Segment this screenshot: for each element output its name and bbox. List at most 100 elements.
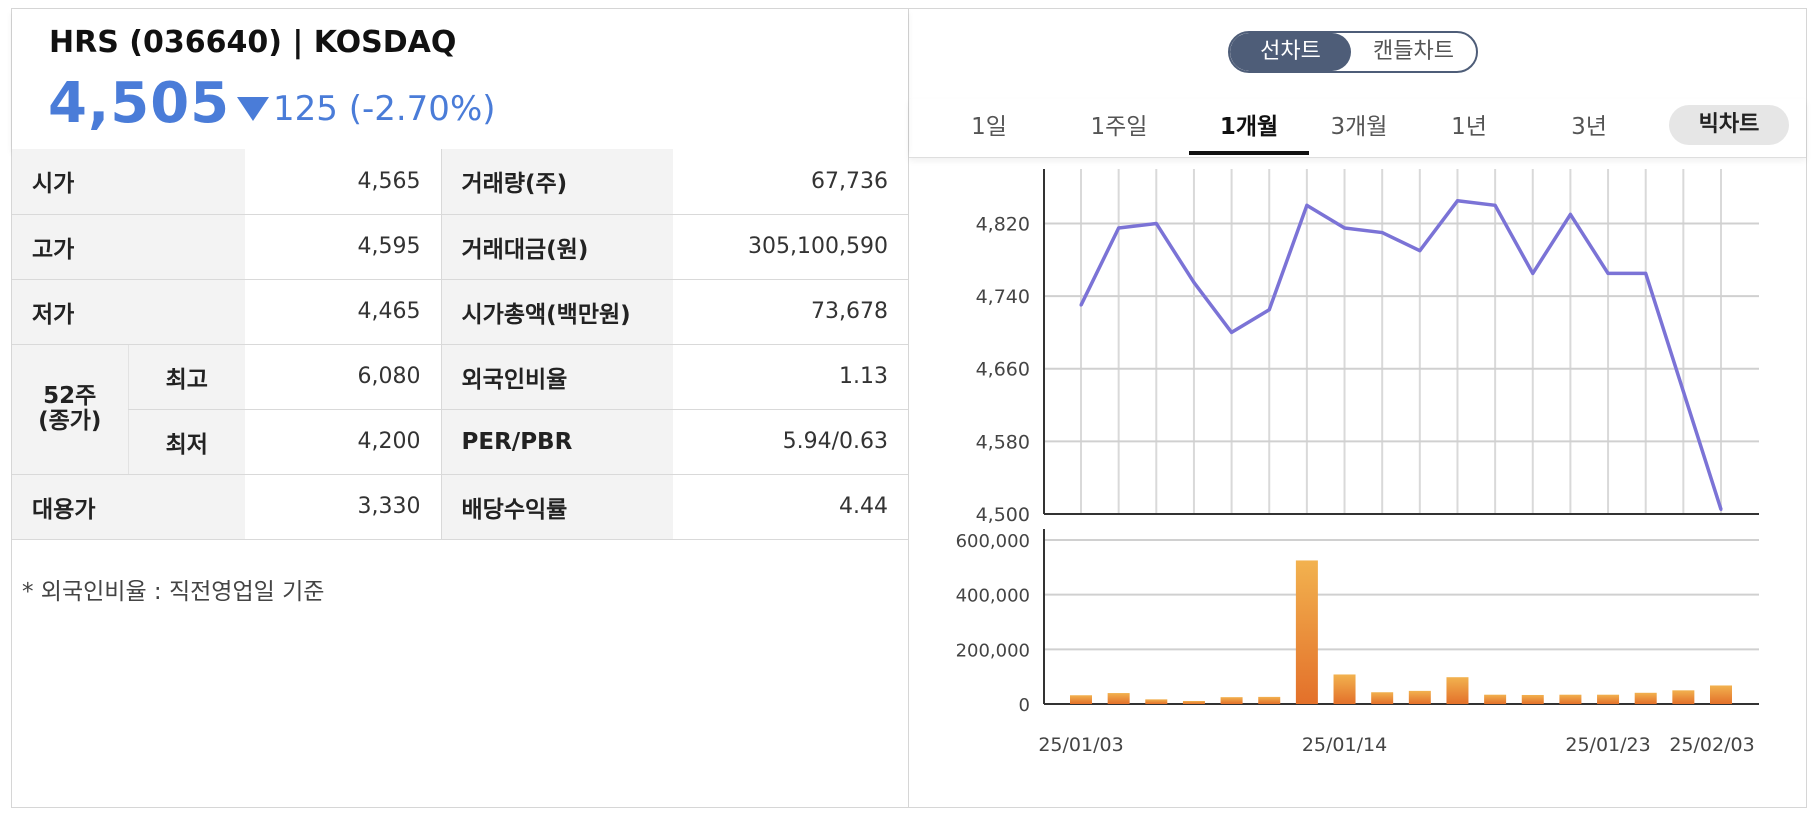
- volume-bar: [1408, 690, 1431, 704]
- volume-bar: [1333, 674, 1356, 704]
- price-point: [1644, 271, 1648, 275]
- stock-title: HRS (036640) | KOSDAQ: [49, 25, 457, 60]
- volume-bar: [1070, 695, 1092, 704]
- line-chart-button[interactable]: 선차트: [1230, 33, 1351, 71]
- volume-bar: [1371, 692, 1394, 704]
- volume-bar: [1220, 697, 1243, 704]
- current-price: 4,505: [48, 71, 231, 136]
- table-row: 저가 4,465 시가총액(백만원) 73,678: [12, 279, 909, 345]
- price-point: [1418, 249, 1422, 253]
- stock-header: HRS (036640) | KOSDAQ 4,505 125 (-2.70%): [12, 9, 908, 149]
- quote-table: 시가 4,565 거래량(주) 67,736 고가 4,595 거래대금(원) …: [12, 149, 909, 540]
- stock-info-panel: HRS (036640) | KOSDAQ 4,505 125 (-2.70%)…: [12, 9, 909, 807]
- price-y-tick-label: 4,580: [976, 431, 1030, 453]
- value-52week-high: 6,080: [245, 344, 442, 410]
- price-point: [1455, 199, 1459, 203]
- volume-bar: [1672, 690, 1695, 704]
- chart-type-toggle: 선차트 캔들차트: [1228, 31, 1478, 73]
- price-point: [1531, 271, 1535, 275]
- price-point: [1493, 203, 1497, 207]
- value-dividend-yield: 4.44: [673, 474, 909, 540]
- chart-panel: 선차트 캔들차트 1일 1주일 1개월 3개월 1년 3년 빅차트 4,500 4…: [909, 9, 1806, 807]
- value-volume: 67,736: [673, 149, 909, 215]
- price-y-tick-label: 4,740: [976, 286, 1030, 308]
- label-substitute-price: 대용가: [12, 474, 246, 540]
- label-market-cap: 시가총액(백만원): [440, 279, 674, 345]
- volume-bar: [1521, 694, 1544, 704]
- price-point: [1568, 212, 1572, 216]
- volume-bar: [1145, 699, 1168, 704]
- stock-widget: HRS (036640) | KOSDAQ 4,505 125 (-2.70%)…: [11, 8, 1807, 808]
- price-point: [1079, 303, 1083, 307]
- price-point: [1606, 271, 1610, 275]
- price-point: [1230, 330, 1234, 334]
- value-low: 4,465: [245, 279, 442, 345]
- label-trade-amount: 거래대금(원): [440, 214, 674, 280]
- volume-y-tick-label: 200,000: [956, 640, 1030, 661]
- date-tick-label: 25/02/03: [1669, 734, 1754, 756]
- tab-3year[interactable]: 3년: [1571, 114, 1607, 140]
- label-high: 고가: [12, 214, 246, 280]
- table-row: 대용가 3,330 배당수익률 4.44: [12, 474, 909, 540]
- label-52week: 52주 (종가): [12, 344, 128, 475]
- price-y-tick-label: 4,500: [976, 504, 1030, 526]
- volume-bar: [1484, 694, 1507, 704]
- volume-y-tick-label: 600,000: [956, 531, 1030, 552]
- price-point: [1305, 203, 1309, 207]
- value-high: 4,595: [245, 214, 442, 280]
- label-low: 저가: [12, 279, 246, 345]
- price-point: [1117, 226, 1121, 230]
- period-tabs: 1일 1주일 1개월 3개월 1년 3년 빅차트: [909, 99, 1806, 158]
- price-y-tick-label: 4,660: [976, 359, 1030, 381]
- tab-1year[interactable]: 1년: [1451, 114, 1487, 140]
- tab-3month[interactable]: 3개월: [1330, 114, 1388, 140]
- value-market-cap: 73,678: [673, 279, 909, 345]
- volume-bar: [1597, 694, 1620, 704]
- value-substitute-price: 3,330: [245, 474, 442, 540]
- volume-y-tick-label: 0: [1019, 695, 1030, 716]
- down-triangle-icon: [237, 96, 269, 121]
- table-row: 52주 (종가) 최고 6,080 외국인비율 1.13: [12, 344, 909, 475]
- price-point: [1380, 231, 1384, 235]
- volume-bar: [1182, 700, 1205, 704]
- label-foreign-ratio: 외국인비율: [440, 344, 674, 410]
- price-point: [1343, 226, 1347, 230]
- volume-bar: [1634, 692, 1657, 704]
- tab-1week[interactable]: 1주일: [1090, 114, 1148, 140]
- label-52week-line2: (종가): [38, 408, 102, 434]
- price-change: 125 (-2.70%): [237, 89, 496, 129]
- volume-y-tick-label: 400,000: [956, 586, 1030, 607]
- candle-chart-button[interactable]: 캔들차트: [1373, 39, 1454, 64]
- value-52week-low: 4,200: [245, 409, 442, 475]
- value-foreign-ratio: 1.13: [673, 344, 909, 410]
- label-52week-line1: 52주: [43, 382, 97, 409]
- price-line-series: [1079, 199, 1723, 510]
- price-volume-chart: 4,500 4,580 4,660 4,740 4,820 0 200,000 400,00…: [956, 169, 1759, 756]
- date-tick-label: 25/01/03: [1038, 734, 1123, 756]
- table-row: 시가 4,565 거래량(주) 67,736: [12, 149, 909, 215]
- big-chart-button[interactable]: 빅차트: [1669, 105, 1789, 145]
- date-tick-label: 25/01/14: [1302, 734, 1387, 756]
- tab-1day[interactable]: 1일: [971, 114, 1007, 140]
- price-point: [1681, 389, 1685, 393]
- volume-bar: [1446, 677, 1469, 704]
- volume-bar: [1710, 685, 1732, 704]
- value-open: 4,565: [245, 149, 442, 215]
- volume-bar: [1258, 696, 1281, 704]
- volume-bar: [1559, 694, 1582, 704]
- tab-1month[interactable]: 1개월: [1219, 114, 1279, 140]
- label-52week-low: 최저: [127, 409, 246, 475]
- label-open: 시가: [12, 149, 246, 215]
- label-per-pbr: PER/PBR: [440, 409, 674, 475]
- footnote: * 외국인비율 : 직전영업일 기준: [22, 579, 325, 605]
- value-per-pbr: 5.94/0.63: [673, 409, 909, 475]
- volume-bar: [1107, 693, 1130, 704]
- table-row: 최저 4,200 PER/PBR 5.94/0.63: [12, 409, 909, 475]
- price-point: [1192, 280, 1196, 284]
- label-52week-high: 최고: [127, 344, 246, 410]
- date-tick-label: 25/01/23: [1565, 734, 1650, 756]
- value-trade-amount: 305,100,590: [673, 214, 909, 280]
- price-point: [1719, 507, 1723, 511]
- price-change-text: 125 (-2.70%): [273, 89, 496, 129]
- volume-bar: [1295, 560, 1318, 704]
